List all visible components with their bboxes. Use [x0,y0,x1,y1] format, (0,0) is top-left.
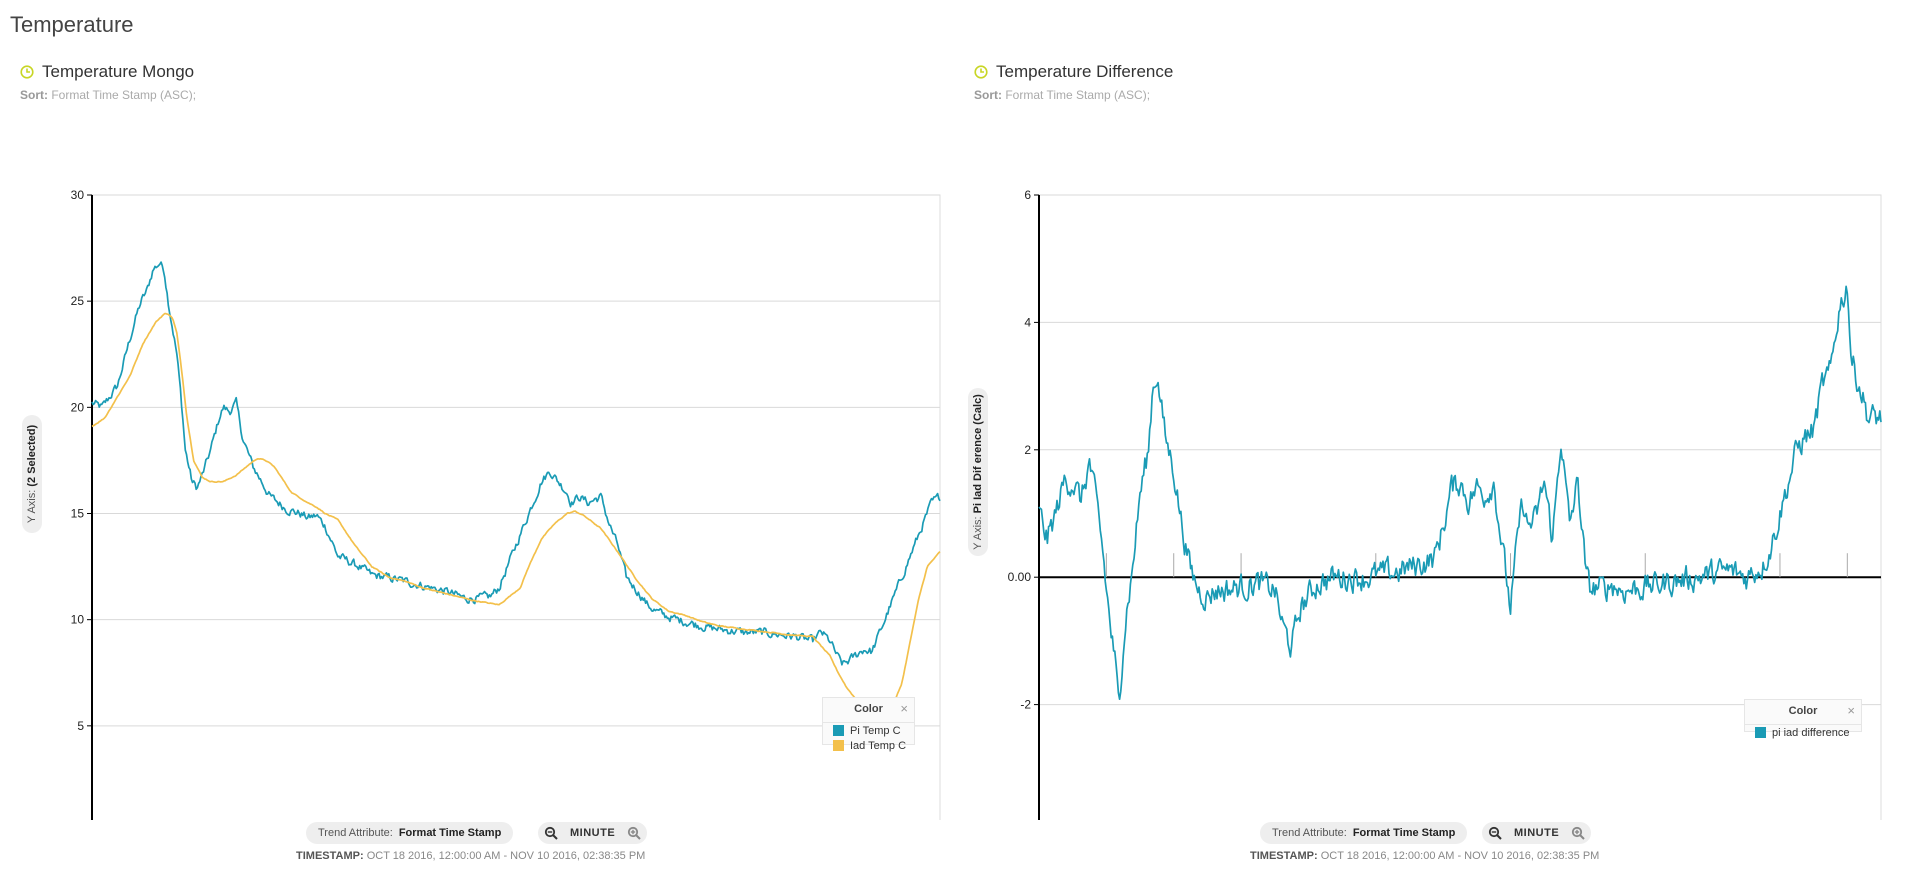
y-axis-label: Y Axis: [972,516,984,550]
legend-item[interactable]: Pi Temp C [823,723,914,738]
legend-item[interactable]: Iad Temp C [823,738,914,753]
legend-title: Color [1788,705,1818,717]
legend-item-label: Pi Temp C [850,724,901,737]
y-tick-label: 20 [71,400,85,414]
zoom-control: MINUTE [538,822,648,844]
timestamp-range: TIMESTAMP: OCT 18 2016, 12:00:00 AM - NO… [1250,850,1599,862]
y-tick-label: 30 [71,188,85,202]
timestamp-value: OCT 18 2016, 12:00:00 AM - NOV 10 2016, … [366,850,646,862]
zoom-control: MINUTE [1482,822,1592,844]
panel-title: Temperature Mongo [42,62,195,81]
legend-item-label: Iad Temp C [850,739,907,752]
panel-temperature-mongo: Temperature Mongo Sort: Format Time Stam… [0,60,950,872]
y-axis-value: Pi Iad Dif erence (Calc) [972,394,984,514]
panel-temperature-difference: Temperature Difference Sort: Format Time… [954,60,1904,872]
y-axis-selector[interactable]: Y Axis: (2 Selected) [22,415,42,533]
zoom-out-icon[interactable] [1482,826,1508,840]
trend-controls: Trend Attribute: Format Time Stamp MINUT… [954,822,1904,844]
y-axis-value: (2 Selected) [26,424,38,487]
y-tick-label: 10 [71,613,85,627]
series-line-1[interactable] [91,261,941,666]
clock-icon[interactable] [974,65,988,79]
sort-label: Sort: [974,88,1002,102]
y-tick-label: 5 [77,719,84,733]
legend-close-icon[interactable]: × [900,701,908,716]
legend-swatch [833,740,844,751]
legend-swatch [833,725,844,736]
sort-value: Format Time Stamp (ASC); [1005,88,1151,102]
zoom-level: MINUTE [570,827,616,839]
trend-controls: Trend Attribute: Format Time Stamp MINUT… [0,822,950,844]
zoom-out-icon[interactable] [538,826,564,840]
chart-temperature-mongo[interactable]: 0.005101520253010/21/20168:52 AM10/21/20… [0,60,950,820]
trend-attribute-value: Format Time Stamp [1352,827,1456,839]
y-tick-label: 4 [1024,315,1031,329]
legend-item[interactable]: pi iad difference [1745,725,1861,740]
panel-title: Temperature Difference [996,62,1174,81]
page-title: Temperature [10,12,134,37]
y-tick-label: 0.00 [1008,570,1032,584]
trend-attribute-value: Format Time Stamp [398,827,502,839]
sort-label: Sort: [20,88,48,102]
chart-temperature-difference[interactable]: -4-20.0024610/21/20168:52 AM10/21/20164:… [954,60,1904,820]
y-tick-label: 25 [71,294,85,308]
clock-icon[interactable] [20,65,34,79]
sort-info: Sort: Format Time Stamp (ASC); [20,88,196,102]
y-tick-label: 15 [71,507,85,521]
legend-header: Color × [823,698,914,723]
legend: Color × pi iad difference [1744,699,1862,739]
y-tick-label: -2 [1020,698,1031,712]
zoom-level: MINUTE [1514,827,1560,839]
legend: Color × Pi Temp C Iad Temp C [822,697,915,752]
zoom-in-icon[interactable] [1565,826,1591,840]
timestamp-label: TIMESTAMP: [1250,850,1318,862]
legend-title: Color [854,703,883,715]
sort-info: Sort: Format Time Stamp (ASC); [974,88,1150,102]
y-axis-selector[interactable]: Y Axis: Pi Iad Dif erence (Calc) [968,388,988,556]
y-axis-label: Y Axis: [26,489,38,524]
y-tick-label: 6 [1024,188,1031,202]
series-line-2[interactable] [91,312,941,710]
legend-close-icon[interactable]: × [1847,703,1855,718]
y-tick-label: 2 [1024,443,1031,457]
zoom-in-icon[interactable] [621,826,647,840]
trend-attribute-label: Trend Attribute: [318,827,393,839]
series-line-1[interactable] [1038,285,1882,701]
timestamp-label: TIMESTAMP: [296,850,364,862]
trend-attribute-label: Trend Attribute: [1272,827,1347,839]
timestamp-range: TIMESTAMP: OCT 18 2016, 12:00:00 AM - NO… [296,850,645,862]
trend-attribute[interactable]: Trend Attribute: Format Time Stamp [1260,822,1468,844]
sort-value: Format Time Stamp (ASC); [51,88,197,102]
legend-swatch [1755,727,1766,738]
legend-header: Color × [1745,700,1861,725]
legend-item-label: pi iad difference [1772,726,1850,739]
timestamp-value: OCT 18 2016, 12:00:00 AM - NOV 10 2016, … [1320,850,1600,862]
trend-attribute[interactable]: Trend Attribute: Format Time Stamp [306,822,514,844]
